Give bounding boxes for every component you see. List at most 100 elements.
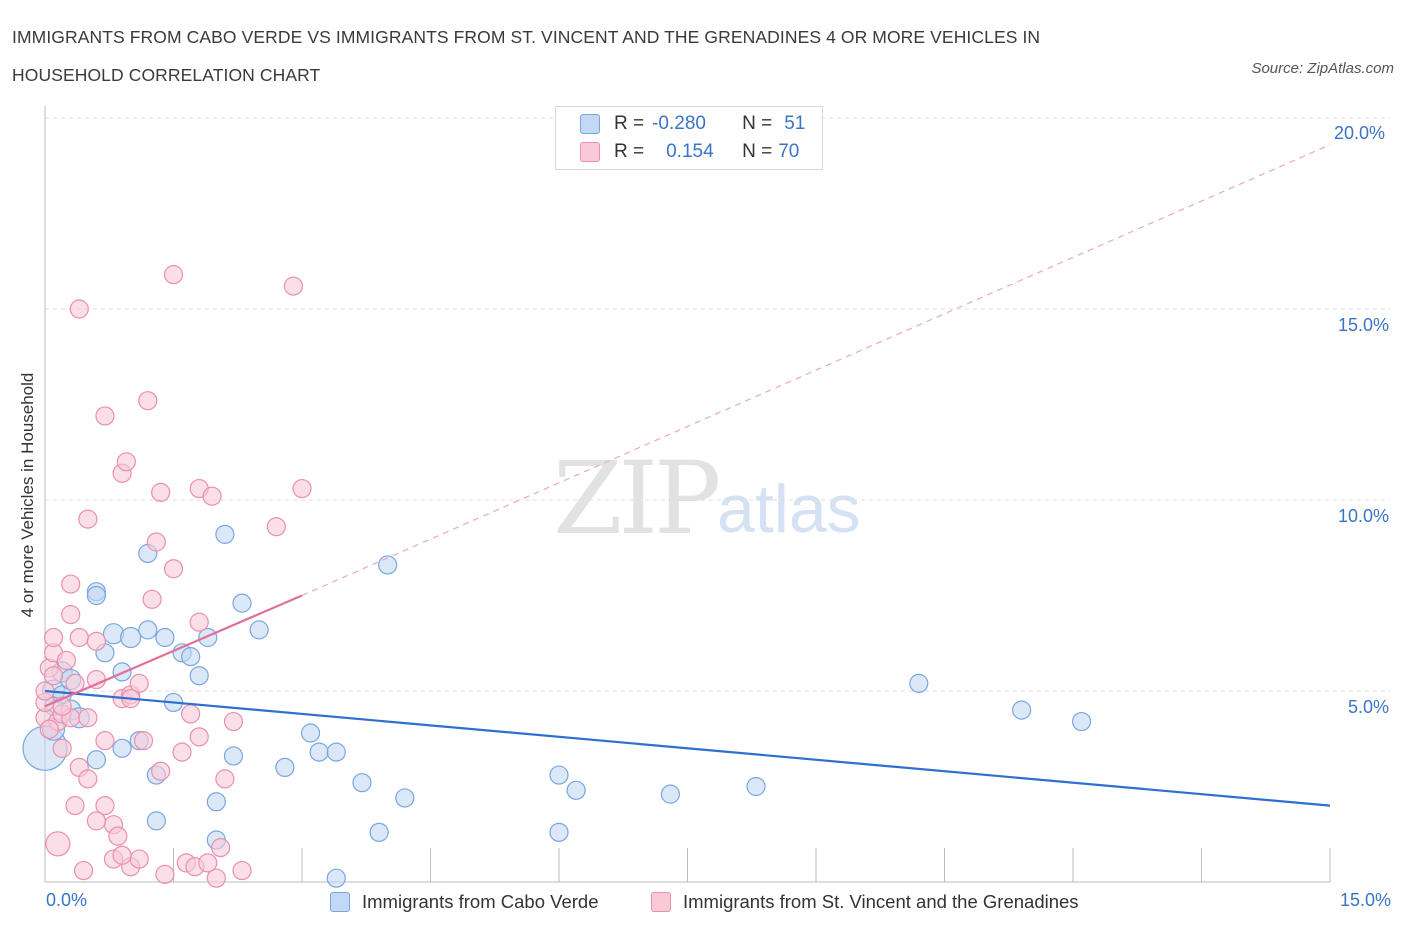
point-st-vincent: [78, 509, 98, 529]
point-cabo-verde: [120, 626, 142, 649]
legend-r-value: 0.154: [666, 141, 714, 162]
point-st-vincent: [163, 265, 184, 285]
point-st-vincent: [215, 769, 235, 789]
point-st-vincent: [43, 627, 64, 648]
point-st-vincent: [151, 761, 171, 781]
x-tick-min: 0.0%: [46, 890, 88, 910]
trend-line-st-vincent: [44, 594, 303, 708]
point-st-vincent: [56, 650, 77, 671]
point-st-vincent: [45, 831, 71, 857]
source-label: Source: ZipAtlas.com: [1251, 60, 1394, 77]
point-cabo-verde: [112, 738, 132, 758]
point-cabo-verde: [232, 593, 252, 613]
trend-line-cabo-verde: [44, 689, 1331, 807]
point-cabo-verde: [1071, 711, 1092, 732]
point-st-vincent: [52, 738, 72, 758]
point-cabo-verde: [215, 524, 235, 544]
y-tick-15: 15.0%: [1338, 315, 1390, 335]
point-cabo-verde: [369, 822, 389, 842]
legend-n-label: N =: [742, 141, 773, 162]
point-cabo-verde: [746, 776, 766, 797]
point-st-vincent: [61, 604, 81, 625]
legend-swatch-blue: [580, 114, 600, 134]
point-cabo-verde: [86, 585, 107, 606]
point-st-vincent: [95, 731, 115, 751]
point-cabo-verde: [138, 620, 158, 640]
point-st-vincent: [86, 631, 107, 651]
stats-legend: R = -0.280 N = 51 R = 0.154 N = 70: [555, 106, 823, 170]
point-cabo-verde: [909, 673, 929, 693]
bottom-legend-st-vincent: Immigrants from St. Vincent and the Gren…: [651, 888, 1079, 916]
trend-extension-st-vincent: [301, 144, 1331, 597]
point-st-vincent: [65, 795, 85, 816]
watermark-zip: ZIP: [553, 440, 721, 557]
point-st-vincent: [133, 731, 154, 751]
y-axis-label: 4 or more Vehicles in Household: [18, 372, 37, 618]
point-cabo-verde: [395, 788, 415, 808]
point-st-vincent: [223, 711, 244, 732]
point-st-vincent: [69, 627, 89, 648]
point-st-vincent: [146, 532, 166, 552]
legend-row-st-vincent: R = 0.154 N = 70: [580, 138, 799, 166]
point-st-vincent: [43, 666, 64, 686]
point-st-vincent: [211, 838, 231, 858]
bottom-legend-cabo-verde: Immigrants from Cabo Verde: [330, 888, 598, 916]
point-st-vincent: [108, 826, 128, 846]
point-st-vincent: [78, 769, 98, 789]
legend-swatch-pink: [580, 142, 600, 162]
point-st-vincent: [151, 482, 171, 502]
point-cabo-verde: [660, 784, 680, 804]
point-cabo-verde: [146, 811, 166, 831]
x-tick-max: 15.0%: [1340, 890, 1392, 910]
point-st-vincent: [266, 517, 286, 537]
point-st-vincent: [95, 795, 115, 816]
point-st-vincent: [116, 452, 136, 472]
chart-title: IMMIGRANTS FROM CABO VERDE VS IMMIGRANTS…: [12, 27, 1041, 85]
bottom-legend-label: Immigrants from Cabo Verde: [362, 891, 599, 912]
point-st-vincent: [198, 853, 218, 873]
point-st-vincent: [69, 299, 89, 319]
point-st-vincent: [206, 868, 226, 888]
point-st-vincent: [129, 849, 149, 869]
y-tick-20: 20.0%: [1334, 123, 1386, 143]
point-st-vincent: [138, 391, 158, 411]
legend-n-value: 51: [784, 113, 806, 134]
legend-r-value: -0.280: [652, 113, 706, 134]
point-st-vincent: [189, 727, 209, 747]
point-st-vincent: [232, 860, 252, 881]
legend-n-value: 70: [778, 141, 800, 162]
point-cabo-verde: [206, 792, 226, 812]
point-cabo-verde: [189, 666, 209, 686]
legend-row-cabo-verde: R = -0.280 N = 51: [580, 110, 805, 138]
point-cabo-verde: [223, 746, 244, 766]
point-st-vincent: [163, 559, 184, 579]
point-st-vincent: [142, 589, 162, 609]
point-st-vincent: [86, 811, 107, 831]
point-st-vincent: [112, 845, 132, 865]
legend-r-label: R =: [614, 141, 645, 162]
point-cabo-verde: [326, 868, 346, 888]
point-cabo-verde: [1011, 700, 1032, 720]
point-cabo-verde: [181, 647, 201, 667]
point-cabo-verde: [352, 773, 372, 793]
point-st-vincent: [61, 574, 81, 594]
bottom-swatch-blue: [330, 892, 350, 912]
point-cabo-verde: [300, 723, 321, 743]
point-cabo-verde: [155, 627, 175, 648]
point-cabo-verde: [86, 750, 107, 770]
point-st-vincent: [189, 612, 209, 632]
point-cabo-verde: [566, 780, 586, 800]
point-st-vincent: [181, 704, 201, 724]
bottom-legend-label: Immigrants from St. Vincent and the Gren…: [683, 891, 1079, 912]
point-st-vincent: [78, 708, 98, 728]
legend-n-label: N =: [742, 113, 773, 134]
point-st-vincent: [39, 719, 59, 739]
point-cabo-verde: [102, 623, 125, 645]
watermark-atlas: atlas: [717, 471, 861, 547]
point-cabo-verde: [378, 555, 398, 575]
point-st-vincent: [283, 276, 304, 296]
y-tick-5: 5.0%: [1348, 697, 1390, 717]
y-tick-10: 10.0%: [1338, 506, 1390, 526]
point-cabo-verde: [326, 742, 346, 762]
